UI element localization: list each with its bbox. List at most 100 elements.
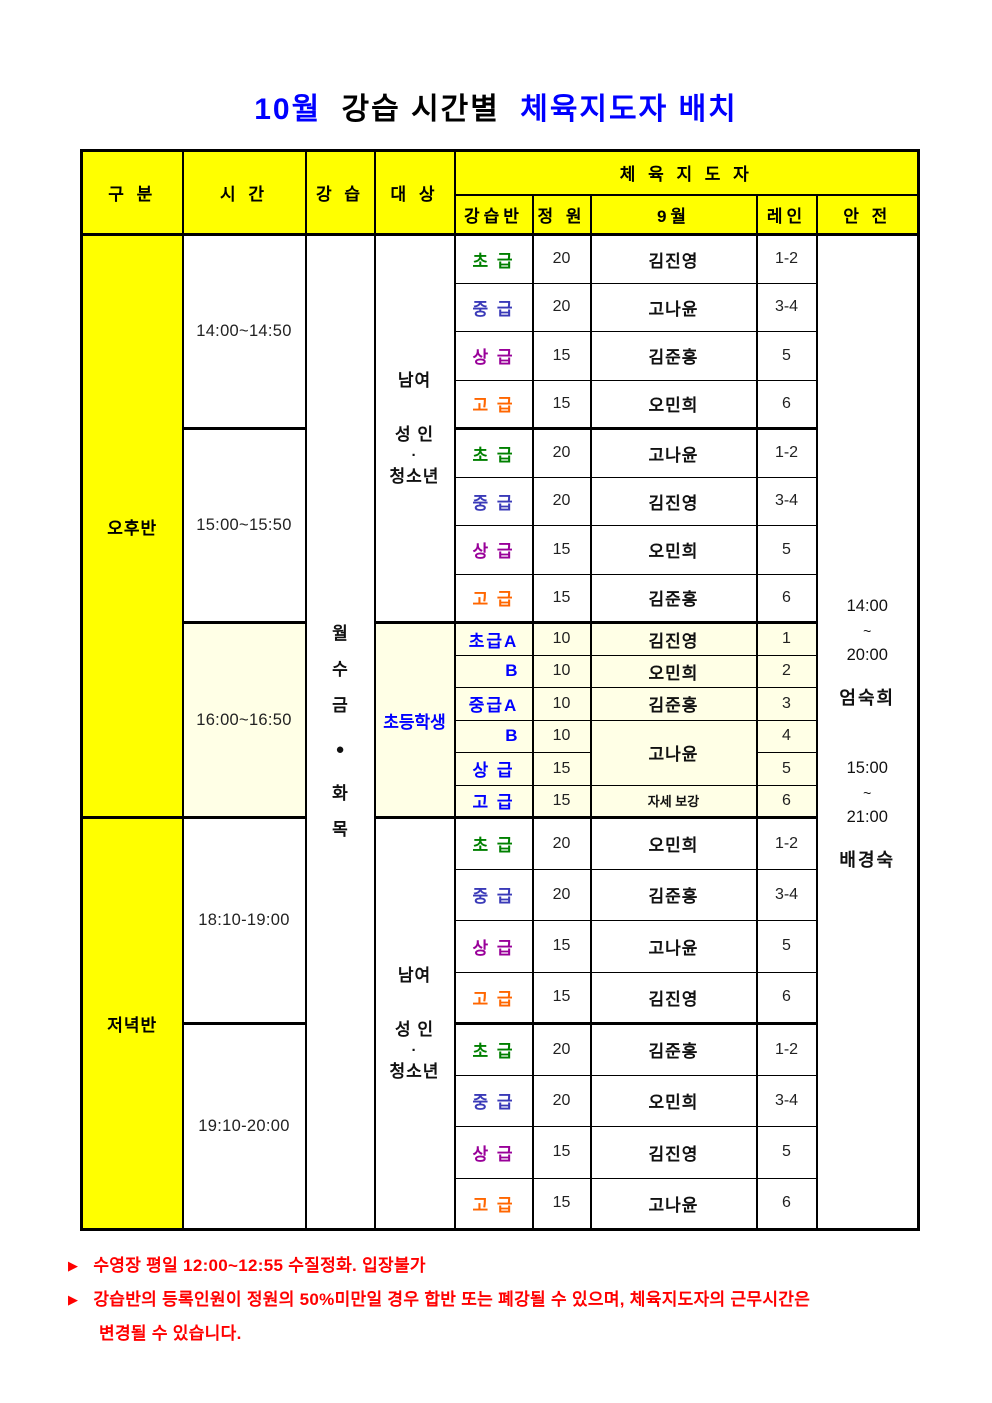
cell-capacity: 15 bbox=[531, 1126, 592, 1179]
header-cell-safety: 안 전 bbox=[815, 193, 920, 235]
cell-capacity: 20 bbox=[531, 282, 592, 332]
cell-class-label: 상 급 bbox=[453, 525, 534, 575]
triangle-bullet-icon: ▶ bbox=[68, 1292, 79, 1307]
cell-instructor: 김진영 bbox=[589, 621, 758, 656]
cell-lane: 5 bbox=[755, 331, 818, 381]
cell-lane: 6 bbox=[755, 971, 818, 1024]
cell-capacity: 20 bbox=[531, 1022, 592, 1076]
cell-target-adult: 남여 성 인 · 청소년 bbox=[373, 816, 456, 1230]
cell-lane: 1 bbox=[755, 621, 818, 656]
note-text-continued: 변경될 수 있습니다. bbox=[99, 1324, 242, 1343]
triangle-bullet-icon: ▶ bbox=[68, 1258, 79, 1273]
cell-class-label: B bbox=[453, 719, 534, 753]
cell-instructor: 고나윤 bbox=[589, 282, 758, 332]
header-cell-time: 시 간 bbox=[181, 150, 307, 235]
cell-instructor: 자세 보강 bbox=[589, 784, 758, 818]
note-item: ▶ 강습반의 등록인원이 정원의 50%미만일 경우 합반 또는 폐강될 수 있… bbox=[68, 1283, 992, 1317]
header-cell-target: 대 상 bbox=[373, 150, 456, 235]
lesson-day: 월 bbox=[332, 624, 348, 643]
cell-capacity: 15 bbox=[531, 784, 592, 818]
cell-lane: 6 bbox=[755, 573, 818, 623]
target-line: 성 인 bbox=[394, 424, 434, 444]
title-part-month: 10월 bbox=[254, 93, 322, 126]
cell-capacity: 10 bbox=[531, 621, 592, 656]
cell-capacity: 10 bbox=[531, 687, 592, 721]
target-line: · bbox=[411, 1041, 418, 1059]
cell-capacity: 15 bbox=[531, 920, 592, 973]
header-cell-month: 9월 bbox=[589, 193, 758, 235]
lesson-day: 목 bbox=[332, 820, 348, 839]
cell-class-label: 상 급 bbox=[453, 1126, 534, 1179]
cell-instructor: 오민희 bbox=[589, 525, 758, 575]
cell-instructor: 오민희 bbox=[589, 1074, 758, 1127]
note-text: 강습반의 등록인원이 정원의 50%미만일 경우 합반 또는 폐강될 수 있으며… bbox=[93, 1290, 811, 1309]
cell-instructor: 오민희 bbox=[589, 654, 758, 688]
cell-gubun-evening: 저녁반 bbox=[80, 816, 184, 1230]
cell-class-label: 중급A bbox=[453, 687, 534, 721]
cell-instructor: 고나윤 bbox=[589, 719, 758, 786]
cell-capacity: 15 bbox=[531, 752, 592, 786]
cell-time-range: 15:00~15:50 bbox=[181, 427, 307, 623]
target-line: 청소년 bbox=[389, 466, 440, 486]
target-line: 남여 bbox=[397, 965, 432, 985]
cell-instructor: 김준홍 bbox=[589, 331, 758, 381]
cell-class-label: 중 급 bbox=[453, 282, 534, 332]
cell-capacity: 20 bbox=[531, 1074, 592, 1127]
safety-shift2-time: 15:00 bbox=[846, 759, 888, 777]
safety-staff-name: 엄숙희 bbox=[839, 688, 896, 708]
cell-capacity: 10 bbox=[531, 719, 592, 753]
cell-lane: 5 bbox=[755, 752, 818, 786]
cell-time-range: 16:00~16:50 bbox=[181, 621, 307, 818]
header-cell-lesson: 강 습 bbox=[304, 150, 376, 235]
cell-class-label: 중 급 bbox=[453, 476, 534, 526]
cell-lane: 3 bbox=[755, 687, 818, 721]
cell-class-label: 상 급 bbox=[453, 331, 534, 381]
cell-lane: 1-2 bbox=[755, 233, 818, 284]
cell-time-range: 19:10-20:00 bbox=[181, 1022, 307, 1230]
cell-capacity: 15 bbox=[531, 331, 592, 381]
cell-class-label: 상 급 bbox=[453, 920, 534, 973]
cell-gubun-afternoon: 오후반 bbox=[80, 233, 184, 818]
cell-safety-staff: 14:00 ~ 20:00 엄숙희 15:00 ~ 21:00 배경숙 bbox=[815, 233, 920, 1230]
cell-instructor: 고나윤 bbox=[589, 427, 758, 478]
cell-lane: 4 bbox=[755, 719, 818, 753]
cell-capacity: 15 bbox=[531, 1177, 592, 1230]
cell-lane: 6 bbox=[755, 379, 818, 429]
cell-class-label: 초 급 bbox=[453, 233, 534, 284]
cell-class-label: 초급A bbox=[453, 621, 534, 656]
cell-capacity: 15 bbox=[531, 525, 592, 575]
cell-instructor: 김진영 bbox=[589, 476, 758, 526]
cell-time-range: 14:00~14:50 bbox=[181, 233, 307, 429]
cell-lane: 3-4 bbox=[755, 476, 818, 526]
cell-class-label: 고 급 bbox=[453, 784, 534, 818]
cell-lane: 1-2 bbox=[755, 1022, 818, 1076]
cell-instructor: 오민희 bbox=[589, 816, 758, 870]
cell-capacity: 10 bbox=[531, 654, 592, 688]
cell-class-label: 중 급 bbox=[453, 868, 534, 921]
cell-instructor: 김진영 bbox=[589, 233, 758, 284]
note-item: ▶ 수영장 평일 12:00~12:55 수질정화. 입장불가 bbox=[68, 1249, 992, 1283]
cell-instructor: 고나윤 bbox=[589, 1177, 758, 1230]
target-line: 남여 bbox=[397, 370, 432, 390]
cell-lane: 3-4 bbox=[755, 282, 818, 332]
safety-shift1-tilde: ~ bbox=[863, 623, 872, 639]
cell-lane: 6 bbox=[755, 1177, 818, 1230]
cell-instructor: 김준홍 bbox=[589, 1022, 758, 1076]
cell-capacity: 15 bbox=[531, 379, 592, 429]
cell-target-adult: 남여 성 인 · 청소년 bbox=[373, 233, 456, 623]
cell-class-label: B bbox=[453, 654, 534, 688]
cell-class-label: 고 급 bbox=[453, 1177, 534, 1230]
schedule-table: 구 분 시 간 강 습 대 상 체 육 지 도 자 강습반 정 원 9월 레인 … bbox=[80, 149, 921, 1231]
safety-shift2-tilde: ~ bbox=[863, 785, 872, 801]
target-line: · bbox=[411, 446, 418, 464]
lesson-day: 화 bbox=[332, 784, 348, 803]
cell-class-label: 중 급 bbox=[453, 1074, 534, 1127]
lesson-day: 수 bbox=[332, 660, 348, 679]
cell-lane: 1-2 bbox=[755, 816, 818, 870]
page-title: 10월 강습 시간별 체육지도자 배치 bbox=[0, 0, 992, 128]
cell-instructor: 고나윤 bbox=[589, 920, 758, 973]
cell-instructor: 김준홍 bbox=[589, 573, 758, 623]
cell-lane: 1-2 bbox=[755, 427, 818, 478]
circle-separator-icon: ● bbox=[335, 741, 345, 758]
